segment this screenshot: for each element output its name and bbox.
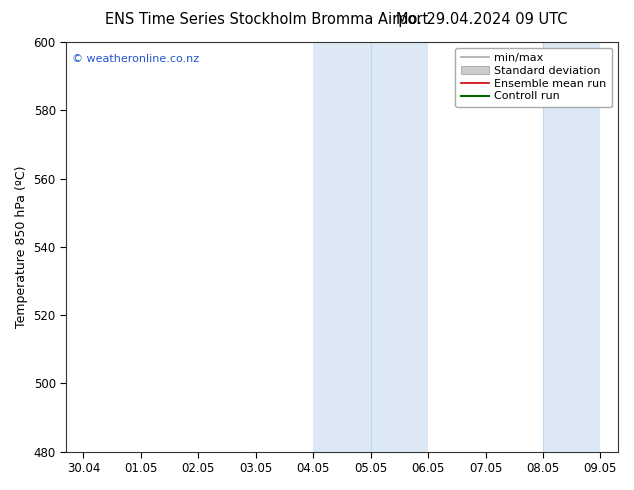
- Text: © weatheronline.co.nz: © weatheronline.co.nz: [72, 54, 199, 64]
- Bar: [313, 42, 428, 452]
- Legend: min/max, Standard deviation, Ensemble mean run, Controll run: min/max, Standard deviation, Ensemble me…: [455, 48, 612, 107]
- Text: ENS Time Series Stockholm Bromma Airport: ENS Time Series Stockholm Bromma Airport: [105, 12, 428, 27]
- Y-axis label: Temperature 850 hPa (ºC): Temperature 850 hPa (ºC): [15, 166, 28, 328]
- Bar: [543, 42, 600, 452]
- Text: Mo. 29.04.2024 09 UTC: Mo. 29.04.2024 09 UTC: [396, 12, 567, 27]
